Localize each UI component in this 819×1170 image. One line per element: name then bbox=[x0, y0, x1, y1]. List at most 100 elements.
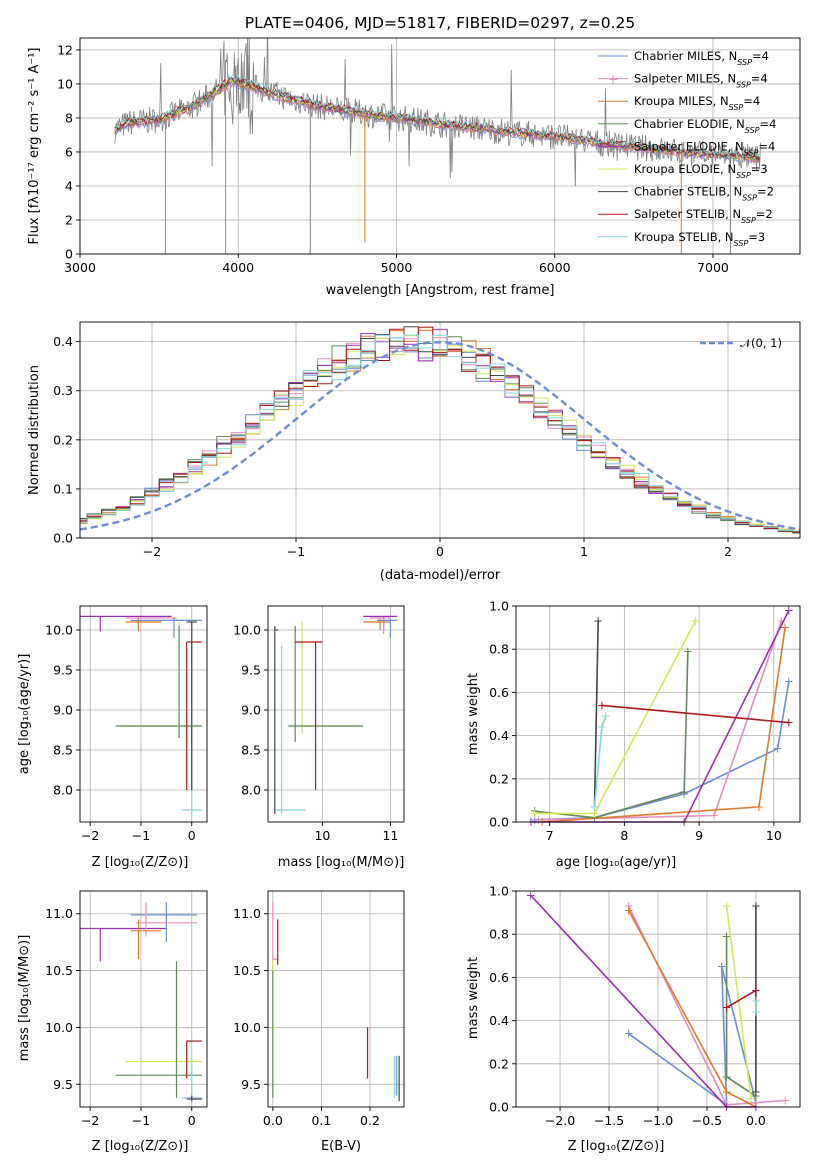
residual-xtick-label: 0 bbox=[436, 544, 444, 559]
spectrum-ytick-label: 4 bbox=[65, 178, 73, 193]
p8-point: + bbox=[722, 1070, 732, 1084]
residual-xtick-label: −2 bbox=[143, 544, 161, 559]
p8-point: + bbox=[624, 899, 634, 913]
p5-point: + bbox=[530, 806, 540, 820]
legend-label: Chabrier MILES, NSSP=4 bbox=[634, 49, 769, 67]
spectrum-ytick-label: 6 bbox=[65, 144, 73, 159]
p5-point: + bbox=[683, 644, 693, 658]
p4-ytick-label: 8.5 bbox=[241, 743, 261, 758]
p7-ytick-label: 9.5 bbox=[241, 1077, 261, 1092]
p5-point: + bbox=[530, 804, 540, 818]
p5-xtick-label: 8 bbox=[620, 828, 628, 843]
spectrum-ytick-label: 2 bbox=[65, 212, 73, 227]
p5-ytick-label: 0.2 bbox=[489, 771, 509, 786]
p5-ytick-label: 0.4 bbox=[489, 728, 509, 743]
p7-grid bbox=[268, 891, 404, 1107]
p8-point: + bbox=[722, 929, 732, 943]
age-vs-metallicity-panel: −2 −1 0 8.0 8.5 9.0 9.5 10.0 bbox=[45, 605, 208, 843]
spectrum-ylabel: Flux [fλ10⁻¹⁷ erg cm⁻² s⁻¹ A⁻¹] bbox=[27, 48, 42, 245]
p3-ytick-label: 9.0 bbox=[53, 703, 73, 718]
residual-histogram bbox=[80, 336, 800, 533]
p5-point: + bbox=[690, 614, 700, 628]
p5-point: + bbox=[593, 614, 603, 628]
legend-marker: + bbox=[608, 73, 618, 87]
p7-ytick-label: 10.5 bbox=[233, 963, 261, 978]
legend-label: Salpeter ELODIE, NSSP=4 bbox=[634, 139, 775, 157]
p3-xtick-label: −2 bbox=[81, 828, 99, 843]
p5-point: + bbox=[679, 785, 689, 799]
p8-series-line bbox=[725, 905, 752, 1099]
p7-xtick-label: 0.2 bbox=[360, 1113, 380, 1128]
p5-point: + bbox=[709, 809, 719, 823]
p8-point: + bbox=[746, 1091, 756, 1105]
p5-series-line bbox=[542, 627, 786, 823]
p8-series-line bbox=[628, 966, 757, 1107]
p8-xlabel: Z [log₁₀(Z/Z⊙)] bbox=[568, 1139, 665, 1154]
p8-point: + bbox=[722, 1085, 732, 1099]
p5-ytick-label: 0.6 bbox=[489, 685, 509, 700]
p8-xtick-label: −1.0 bbox=[643, 1113, 673, 1128]
p8-point: + bbox=[751, 1005, 761, 1019]
p8-point: + bbox=[624, 903, 634, 917]
p5-ytick-label: 1.0 bbox=[489, 599, 509, 614]
p7-ytick-label: 11.0 bbox=[233, 906, 261, 921]
model-spectrum-line bbox=[114, 73, 761, 158]
residual-hists bbox=[80, 326, 800, 534]
p3-ytick-label: 9.5 bbox=[53, 663, 73, 678]
p5-xtick-label: 7 bbox=[546, 828, 554, 843]
p5-point: + bbox=[589, 800, 599, 814]
p5-point: + bbox=[679, 787, 689, 801]
p8-point: + bbox=[526, 888, 536, 902]
p6-frame bbox=[79, 890, 208, 1108]
spectrum-panel: 3000 4000 5000 6000 7000 0 2 4 6 8 10 12 wavelength… bbox=[27, 37, 801, 298]
residual-ytick-label: 0.0 bbox=[53, 531, 73, 546]
p5-series-line bbox=[601, 704, 789, 724]
p8-series-line bbox=[726, 989, 757, 1009]
p5-series-line bbox=[530, 609, 790, 823]
legend-label: Chabrier STELIB, NSSP=2 bbox=[634, 185, 774, 203]
legend-label: Salpeter MILES, NSSP=4 bbox=[634, 72, 768, 90]
p8-series-line bbox=[725, 936, 757, 1097]
residual-xtick-label: 1 bbox=[580, 544, 588, 559]
p5-point: + bbox=[776, 614, 786, 628]
residual-histogram bbox=[80, 334, 800, 532]
p5-series-line bbox=[538, 620, 783, 821]
residual-ytick-label: 0.2 bbox=[53, 432, 73, 447]
legend-label: Chabrier ELODIE, NSSP=4 bbox=[634, 117, 776, 135]
p8-point: + bbox=[624, 1027, 634, 1041]
p8-point: + bbox=[722, 1001, 732, 1015]
p6-ytick-label: 11.0 bbox=[45, 906, 73, 921]
p8-point: + bbox=[780, 1094, 790, 1108]
p3-frame bbox=[79, 605, 208, 823]
spectrum-legend: Chabrier MILES, NSSP=4 + Salpeter MILES, N… bbox=[598, 49, 776, 247]
legend-label: Kroupa STELIB, NSSP=3 bbox=[634, 230, 765, 248]
p5-point: + bbox=[589, 806, 599, 820]
spectrum-xtick-label: 7000 bbox=[697, 260, 729, 275]
spectrum-ytick-label: 10 bbox=[57, 76, 73, 91]
p5-xtick-label: 10 bbox=[766, 828, 782, 843]
residual-xlabel: (data-model)/error bbox=[380, 568, 501, 583]
p6-xtick-label: −2 bbox=[81, 1113, 99, 1128]
p8-xtick-label: −1.5 bbox=[594, 1113, 624, 1128]
p5-point: + bbox=[780, 621, 790, 635]
spectrum-ytick-label: 0 bbox=[65, 247, 73, 262]
p5-point: + bbox=[597, 720, 607, 734]
p5-series-line bbox=[593, 621, 599, 807]
residual-ylabel: Normed distribution bbox=[27, 365, 42, 495]
p7-ytick-label: 10.0 bbox=[233, 1020, 261, 1035]
p5-series-line bbox=[534, 620, 697, 815]
p7-xtick-label: 0.1 bbox=[311, 1113, 331, 1128]
p5-point: + bbox=[773, 742, 783, 756]
p5-xlabel: age [log₁₀(age/yr)] bbox=[556, 855, 677, 870]
p8-point: + bbox=[722, 899, 732, 913]
p5-ytick-label: 0.0 bbox=[489, 815, 509, 830]
p7-xtick-label: 0.0 bbox=[263, 1113, 283, 1128]
p7-frame bbox=[267, 890, 405, 1108]
mass-vs-metallicity-panel: −2 −1 0 9.5 10.0 10.5 11.0 bbox=[45, 890, 208, 1128]
p5-point: + bbox=[597, 698, 607, 712]
mass-weight-vs-metallicity-panel: −2.0 −1.5 −1.0 −0.5 0.00.00.20.40.60.81.0+++… bbox=[489, 884, 801, 1128]
normal-curve bbox=[80, 340, 800, 531]
normal-legend-label: 𝒩(0, 1) bbox=[740, 336, 782, 350]
residual-panel: −2 −1 0 1 2 0.0 0.1 0.2 0.3 0.4 (data-model)/erro… bbox=[27, 321, 801, 583]
p4-frame bbox=[267, 605, 405, 823]
